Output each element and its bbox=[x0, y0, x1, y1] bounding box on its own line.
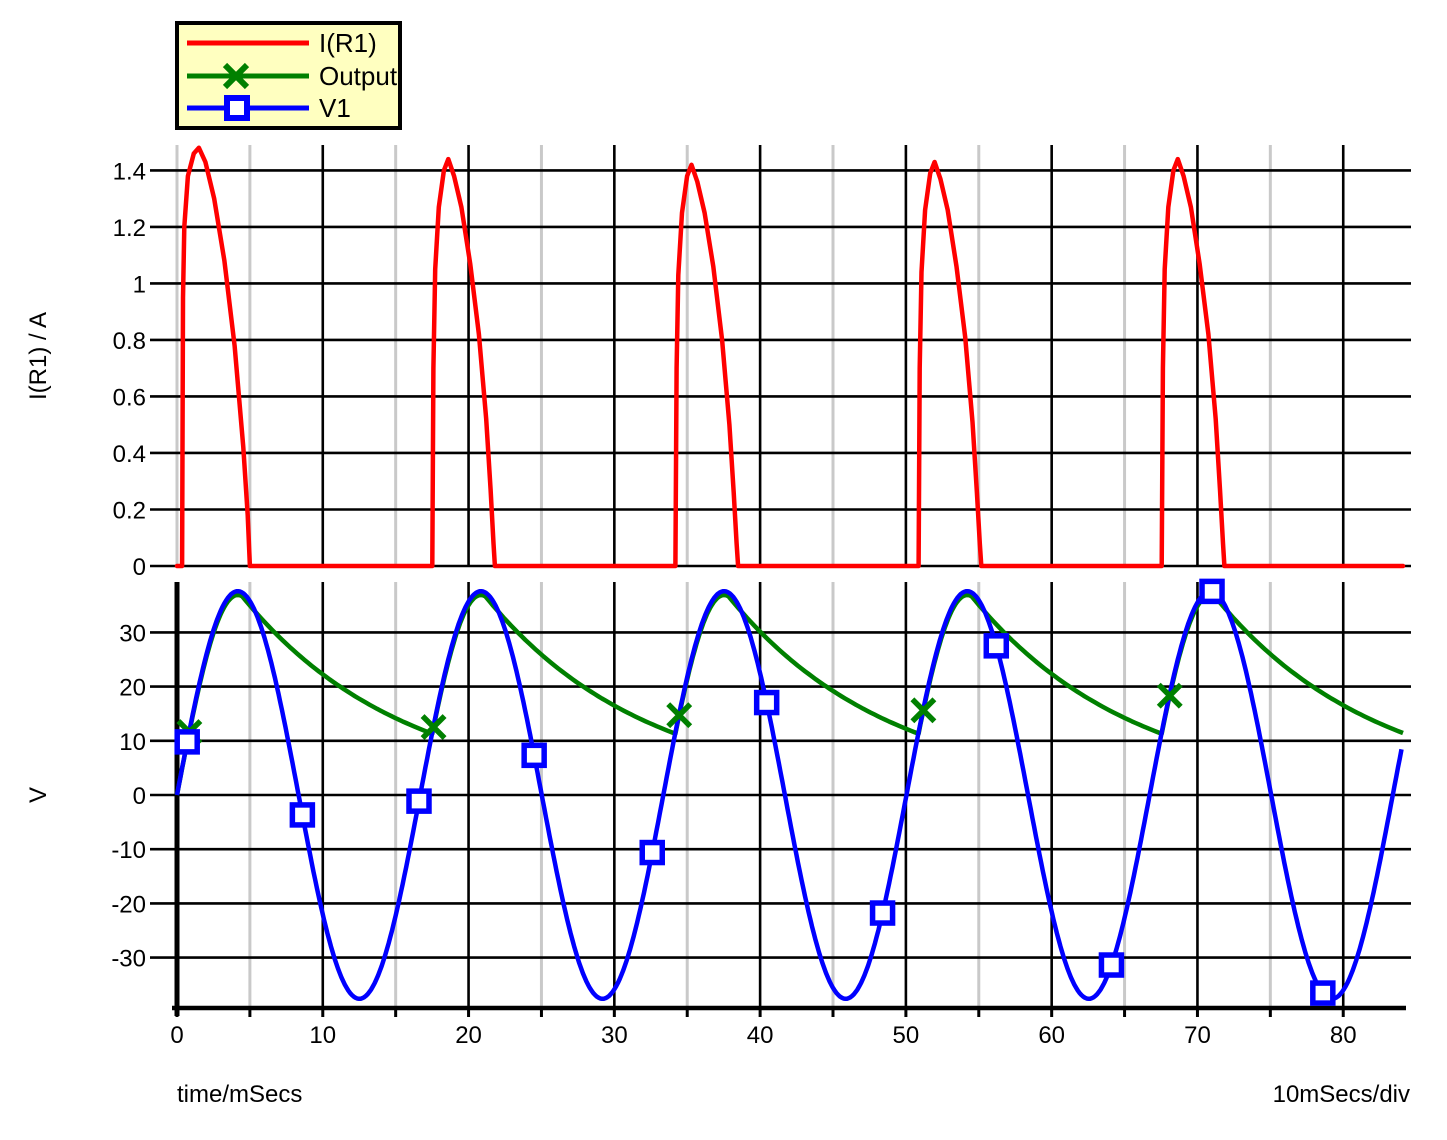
x-tick-label: 70 bbox=[1184, 1022, 1211, 1049]
square-marker-icon bbox=[289, 802, 316, 828]
square-marker-icon bbox=[1199, 578, 1225, 605]
marker-layer bbox=[174, 578, 1336, 1006]
x-tick-label: 80 bbox=[1330, 1022, 1357, 1049]
y-tick-label: 1 bbox=[133, 271, 146, 298]
x-tick-label: 0 bbox=[170, 1022, 183, 1049]
x-tick-label: 60 bbox=[1038, 1022, 1065, 1049]
legend-swatch-ir1 bbox=[187, 40, 309, 46]
x-axis-title: time/mSecs bbox=[177, 1081, 302, 1108]
y-tick-label: 0.6 bbox=[113, 384, 146, 411]
y-tick-label: 10 bbox=[119, 729, 146, 756]
square-marker-icon bbox=[1310, 980, 1336, 1006]
tick-label-layer: 0 0.2 0.4 0.6 0.8 1 1.2 1.4 -30 -20 -10 0 10 20 30 0 10 2… bbox=[111, 158, 1356, 1049]
y-tick-label: -20 bbox=[111, 891, 146, 918]
legend-label-output: Output bbox=[319, 60, 398, 91]
grid-layer bbox=[150, 145, 1411, 1017]
legend-label-ir1: I(R1) bbox=[319, 27, 377, 58]
y-tick-label: 0.4 bbox=[113, 441, 146, 468]
y-tick-label: 0.8 bbox=[113, 328, 146, 355]
square-marker-icon bbox=[983, 633, 1010, 659]
square-marker-icon bbox=[224, 95, 250, 122]
x-marker-icon bbox=[222, 62, 250, 89]
legend-swatch-output bbox=[187, 62, 309, 89]
y-tick-label: 0.2 bbox=[113, 497, 146, 524]
per-div-label: 10mSecs/div bbox=[1273, 1081, 1410, 1108]
y-axis-title-voltage: V bbox=[25, 787, 52, 803]
x-tick-label: 10 bbox=[309, 1022, 336, 1049]
square-marker-icon bbox=[406, 788, 432, 814]
y-tick-label: 1.4 bbox=[113, 158, 146, 185]
series-layer bbox=[174, 145, 1406, 1002]
square-marker-icon bbox=[1098, 952, 1125, 978]
y-tick-label: 20 bbox=[119, 675, 146, 702]
square-marker-icon bbox=[639, 839, 665, 866]
legend-item-v1[interactable]: V1 bbox=[184, 93, 398, 123]
y-tick-label: 0 bbox=[133, 783, 146, 810]
x-marker-icon bbox=[666, 702, 693, 729]
y-tick-label: 1.2 bbox=[113, 215, 146, 242]
series-ir1[interactable] bbox=[174, 145, 1406, 569]
x-marker-icon bbox=[420, 714, 447, 741]
legend-item-output[interactable]: Output bbox=[184, 61, 398, 91]
x-tick-label: 50 bbox=[893, 1022, 920, 1049]
y-tick-label: -10 bbox=[111, 837, 146, 864]
x-tick-label: 40 bbox=[747, 1022, 774, 1049]
square-marker-icon bbox=[521, 742, 547, 769]
x-tick-label: 30 bbox=[601, 1022, 628, 1049]
legend-swatch-v1 bbox=[187, 95, 309, 122]
series-output[interactable] bbox=[174, 592, 1404, 796]
series-v1[interactable] bbox=[174, 588, 1404, 1002]
square-marker-icon bbox=[869, 900, 896, 926]
y-tick-label: 0 bbox=[133, 554, 146, 581]
x-marker-icon bbox=[1156, 682, 1183, 709]
x-marker-icon bbox=[910, 697, 937, 724]
y-tick-label: 30 bbox=[119, 620, 146, 647]
y-tick-label: -30 bbox=[111, 946, 146, 973]
y-axis-title-current: I(R1) / A bbox=[25, 312, 52, 400]
x-tick-label: 20 bbox=[455, 1022, 482, 1049]
legend-label-v1: V1 bbox=[319, 93, 351, 124]
square-marker-icon bbox=[174, 729, 200, 755]
legend: I(R1) Output V1 bbox=[175, 21, 402, 130]
legend-item-ir1[interactable]: I(R1) bbox=[184, 28, 398, 58]
square-marker-icon bbox=[753, 689, 780, 716]
